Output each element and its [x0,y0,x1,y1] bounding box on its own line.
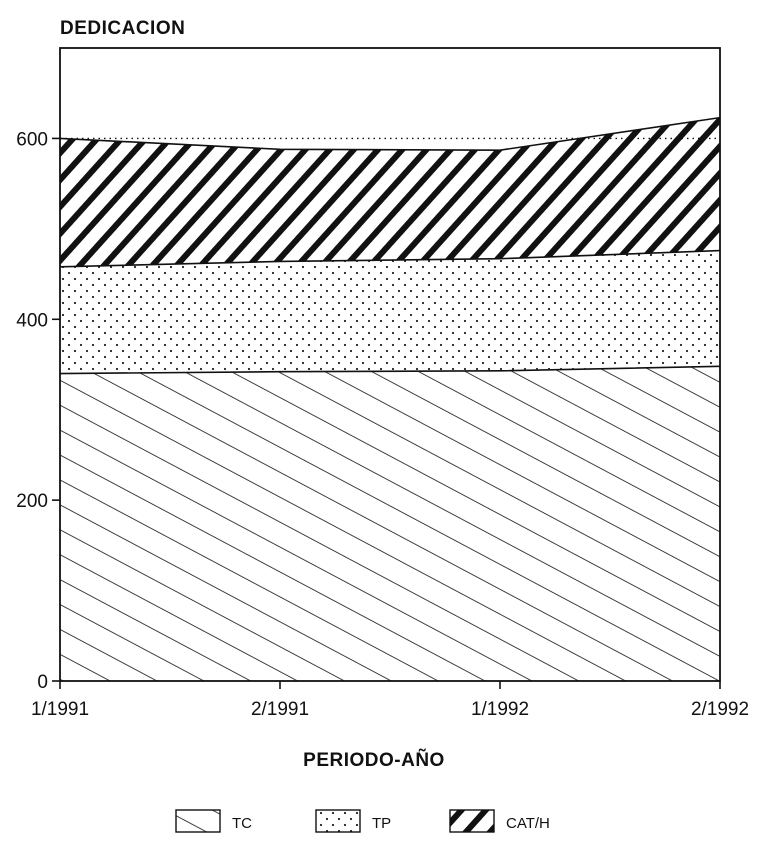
legend: TC TP CAT/H [175,809,550,833]
y-tick-label: 600 [16,129,48,150]
plot-frame [59,47,721,682]
y-tick-label: 0 [37,672,48,693]
area-boundary-cat-h [59,116,721,151]
legend-label-cat-h: CAT/H [506,815,550,832]
x-axis-label: PERIODO-AÑO [303,749,445,771]
chart-title: DEDICACION [60,18,185,39]
y-tick-label: 200 [16,491,48,512]
legend-swatch-tc [175,809,221,833]
legend-label-tc: TC [232,815,252,832]
y-axis-ticks: 0 200 400 600 [16,129,60,693]
y-tick-label: 400 [16,310,48,331]
legend-swatch-cat-h [449,809,495,833]
legend-swatch-tp [315,809,361,833]
x-tick-label: 1/1991 [31,699,89,720]
x-tick-label: 2/1992 [691,699,749,720]
x-tick-label: 1/1992 [471,699,529,720]
area-tp [60,250,720,374]
x-tick-label: 2/1991 [251,699,309,720]
x-axis-ticks: 1/1991 2/1991 1/1992 2/1992 [31,681,749,720]
area-tc [60,366,720,681]
legend-label-tp: TP [372,815,391,832]
plot-areas [59,116,721,681]
area-cat-h [60,117,720,267]
